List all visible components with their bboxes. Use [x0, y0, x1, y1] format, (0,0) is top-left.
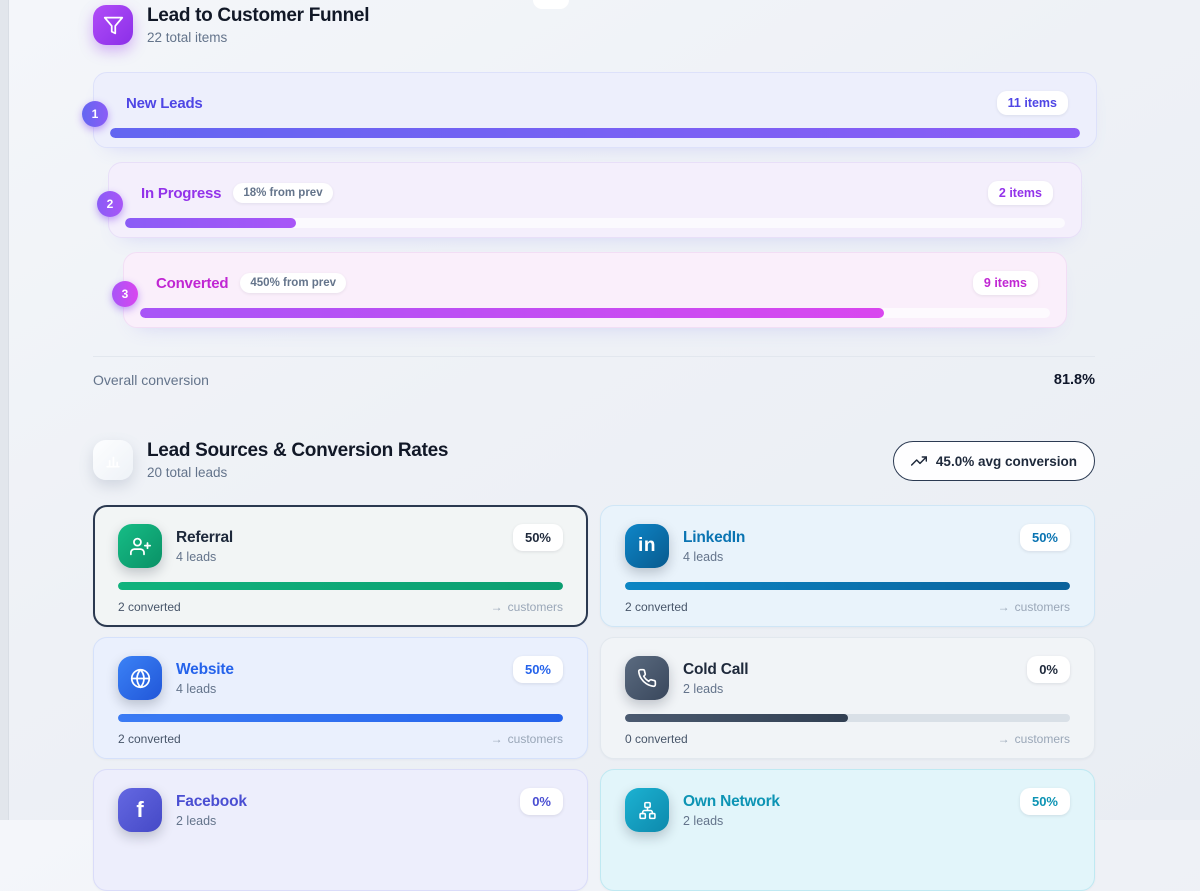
- customers-label: customers: [1014, 732, 1070, 746]
- section-divider: [93, 356, 1095, 357]
- source-card-facebook[interactable]: f Facebook 2 leads 0%: [93, 769, 588, 891]
- trending-up-icon: [910, 453, 927, 469]
- stage-items-badge: 11 items: [996, 91, 1068, 115]
- stage-name: New Leads: [126, 94, 203, 112]
- globe-icon: [118, 656, 162, 700]
- panel-left-edge: [0, 0, 9, 820]
- funnel-subtitle: 22 total items: [147, 30, 228, 45]
- customers-label: customers: [507, 732, 563, 746]
- conversion-track: [625, 714, 1070, 722]
- customers-label: customers: [507, 600, 563, 614]
- converted-count: 2 converted: [118, 732, 181, 746]
- conversion-track: [625, 582, 1070, 590]
- overall-conversion-label: Overall conversion: [93, 372, 209, 388]
- stage-name: Converted: [156, 274, 229, 292]
- bar-chart-icon: [93, 440, 133, 480]
- conversion-rate-badge: 0%: [1027, 656, 1070, 683]
- stage-items-badge: 9 items: [972, 271, 1038, 295]
- stage-progress-track: [125, 218, 1065, 228]
- conversion-fill: [625, 714, 848, 722]
- source-cards-grid: Referral 4 leads 50% 2 converted → custom…: [93, 505, 1095, 891]
- stage-name: In Progress: [141, 184, 222, 202]
- source-leads: 2 leads: [683, 813, 724, 828]
- conversion-fill: [118, 582, 563, 590]
- conversion-rate-badge: 50%: [1019, 524, 1070, 551]
- funnel-stage-new-leads[interactable]: 1 New Leads 11 items: [82, 72, 1097, 148]
- stage-items-badge: 2 items: [987, 181, 1053, 205]
- facebook-icon: f: [118, 788, 162, 832]
- arrow-right-icon: →: [997, 600, 1010, 614]
- phone-icon: [625, 656, 669, 700]
- overall-conversion-value: 81.8%: [1053, 372, 1095, 388]
- user-plus-icon: [118, 524, 162, 568]
- conversion-rate-badge: 50%: [512, 656, 563, 683]
- avg-conversion-label: 45.0% avg conversion: [935, 453, 1077, 469]
- conversion-rate-badge: 50%: [512, 524, 563, 551]
- converted-count: 2 converted: [118, 600, 181, 614]
- conversion-fill: [625, 582, 1070, 590]
- source-name: Website: [176, 660, 234, 678]
- arrow-right-icon: →: [490, 600, 503, 614]
- source-card-referral[interactable]: Referral 4 leads 50% 2 converted → custom…: [93, 505, 588, 627]
- sources-title: Lead Sources & Conversion Rates: [147, 440, 449, 461]
- customers-label: customers: [1014, 600, 1070, 614]
- stage-from-prev-badge: 18% from prev: [233, 183, 333, 203]
- source-card-website[interactable]: Website 4 leads 50% 2 converted → custome…: [93, 637, 588, 759]
- funnel-icon: [93, 5, 133, 45]
- stage-progress-track: [140, 308, 1050, 318]
- stage-from-prev-badge: 450% from prev: [240, 273, 347, 293]
- funnel-title: Lead to Customer Funnel: [147, 5, 370, 26]
- stage-number-badge: 2: [97, 191, 123, 217]
- linkedin-icon: in: [625, 524, 669, 568]
- stage-number-badge: 3: [112, 281, 138, 307]
- stage-progress-fill: [125, 218, 297, 228]
- arrow-right-icon: →: [997, 732, 1010, 746]
- source-name: LinkedIn: [683, 528, 746, 546]
- source-name: Facebook: [176, 792, 247, 810]
- arrow-right-icon: →: [490, 732, 503, 746]
- conversion-track: [118, 714, 563, 722]
- stage-progress-fill: [140, 308, 885, 318]
- sources-subtitle: 20 total leads: [147, 465, 228, 480]
- source-leads: 2 leads: [176, 813, 217, 828]
- source-leads: 4 leads: [683, 549, 724, 564]
- source-card-cold-call[interactable]: Cold Call 2 leads 0% 0 converted → custom…: [600, 637, 1095, 759]
- source-name: Cold Call: [683, 660, 749, 678]
- conversion-track: [118, 582, 563, 590]
- conversion-rate-badge: 50%: [1019, 788, 1070, 815]
- funnel-stage-in-progress[interactable]: 2 In Progress 18% from prev 2 items: [97, 162, 1082, 238]
- stage-progress-fill: [110, 128, 1080, 138]
- funnel-section-header: Lead to Customer Funnel 22 total items: [93, 5, 369, 45]
- overall-conversion-row: Overall conversion 81.8%: [93, 372, 1095, 388]
- conversion-fill: [118, 714, 563, 722]
- converted-count: 0 converted: [625, 732, 688, 746]
- stage-number-badge: 1: [82, 101, 108, 127]
- source-card-own-network[interactable]: Own Network 2 leads 50%: [600, 769, 1095, 891]
- source-leads: 4 leads: [176, 681, 217, 696]
- source-leads: 2 leads: [683, 681, 724, 696]
- source-name: Referral: [176, 528, 233, 546]
- converted-count: 2 converted: [625, 600, 688, 614]
- source-leads: 4 leads: [176, 549, 217, 564]
- conversion-rate-badge: 0%: [520, 788, 563, 815]
- clipped-badge: [533, 0, 569, 9]
- source-name: Own Network: [683, 792, 780, 810]
- sitemap-icon: [625, 788, 669, 832]
- funnel-stage-converted[interactable]: 3 Converted 450% from prev 9 items: [112, 252, 1067, 328]
- source-card-linkedin[interactable]: in LinkedIn 4 leads 50% 2 converted → cus…: [600, 505, 1095, 627]
- sources-section-header: Lead Sources & Conversion Rates 20 total…: [93, 440, 1095, 481]
- avg-conversion-badge[interactable]: 45.0% avg conversion: [892, 441, 1095, 481]
- stage-progress-track: [110, 128, 1080, 138]
